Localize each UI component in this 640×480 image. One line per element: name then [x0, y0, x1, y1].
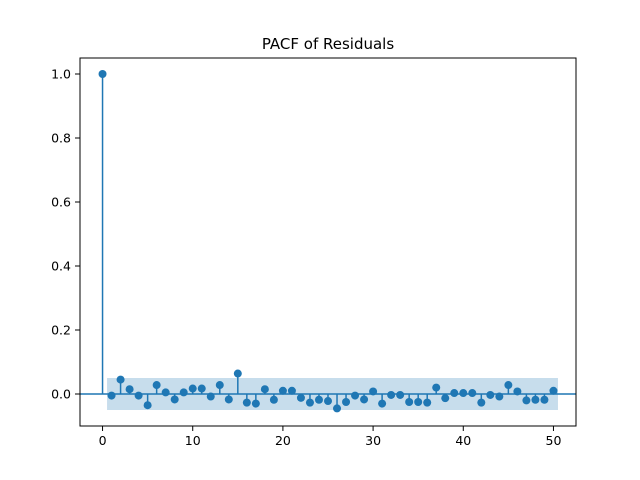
x-tick-label: 10 — [185, 433, 201, 448]
data-point — [477, 398, 486, 407]
data-point — [324, 397, 332, 406]
data-point — [125, 385, 134, 394]
data-point — [170, 395, 179, 404]
y-tick-label: 0.2 — [51, 323, 71, 338]
data-point — [179, 388, 188, 397]
data-point — [495, 392, 504, 401]
data-point — [540, 395, 549, 404]
data-point — [107, 391, 116, 400]
x-tick-label: 40 — [455, 433, 471, 448]
x-tick-label: 30 — [365, 433, 381, 448]
data-point — [242, 398, 251, 407]
data-point — [459, 389, 468, 398]
y-tick-label: 0.6 — [51, 195, 71, 210]
data-point — [369, 387, 378, 396]
data-point — [441, 394, 450, 403]
data-point — [233, 369, 242, 378]
data-point — [161, 388, 170, 397]
data-point — [531, 395, 540, 404]
data-point — [351, 391, 360, 400]
data-point — [116, 375, 125, 384]
data-point — [486, 390, 495, 399]
y-tick-label: 0.8 — [51, 131, 71, 146]
data-point — [360, 395, 369, 404]
data-point — [305, 398, 314, 407]
data-point — [522, 396, 531, 405]
data-point — [423, 398, 432, 407]
data-point — [432, 383, 441, 392]
data-point — [513, 387, 522, 396]
data-point — [387, 390, 396, 399]
data-point — [215, 381, 224, 390]
data-point — [396, 390, 405, 399]
data-point — [296, 393, 305, 402]
data-point — [314, 395, 323, 404]
data-point — [405, 398, 414, 406]
data-point — [224, 395, 233, 404]
y-tick-label: 0.4 — [51, 259, 71, 274]
data-point — [450, 389, 459, 398]
y-tick-label: 1.0 — [51, 67, 71, 82]
data-point — [378, 399, 387, 408]
data-point — [260, 385, 269, 394]
data-point — [143, 401, 152, 410]
data-point — [278, 386, 287, 395]
data-point — [269, 395, 278, 404]
data-point — [342, 398, 351, 406]
chart-title: PACF of Residuals — [262, 35, 395, 53]
data-point — [251, 399, 260, 408]
data-point — [414, 398, 423, 406]
data-point — [333, 404, 342, 413]
data-point — [206, 392, 215, 401]
x-tick-label: 50 — [546, 433, 562, 448]
data-point — [549, 386, 558, 395]
data-point — [287, 386, 296, 395]
data-point — [98, 70, 107, 78]
data-point — [197, 384, 206, 393]
data-point — [468, 389, 477, 398]
y-tick-label: 0.0 — [51, 387, 71, 402]
x-tick-label: 0 — [99, 433, 107, 448]
data-point — [504, 381, 513, 390]
data-point — [152, 381, 161, 390]
data-point — [134, 391, 143, 400]
x-tick-label: 20 — [275, 433, 291, 448]
plot-frame — [79, 57, 577, 427]
data-point — [188, 384, 197, 393]
